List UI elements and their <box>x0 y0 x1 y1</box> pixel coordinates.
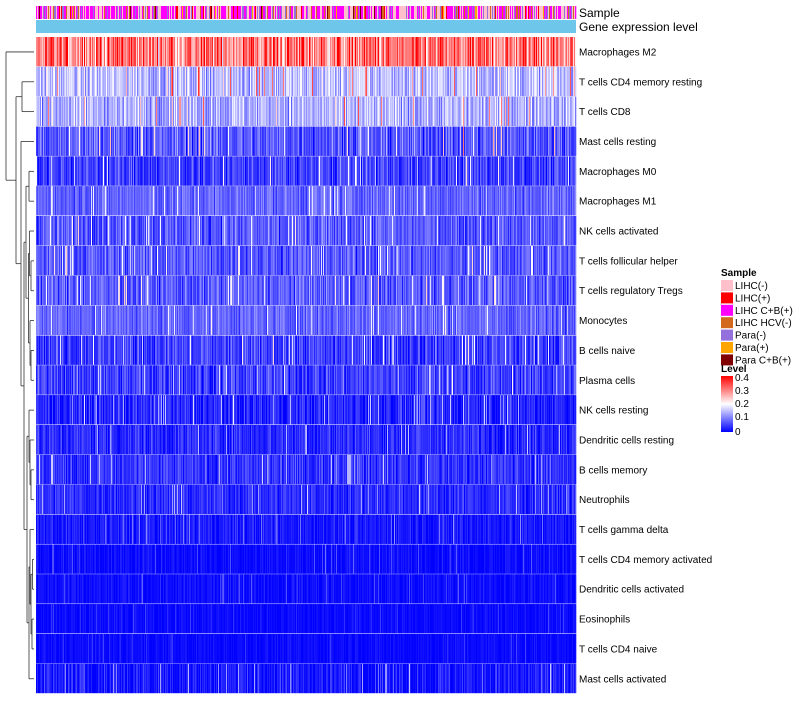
heatmap-cell <box>575 67 576 96</box>
heatmap-cell <box>575 246 576 275</box>
heatmap-cell <box>575 37 576 66</box>
heatmap-cell <box>575 216 576 245</box>
annotation-tracks <box>36 6 576 33</box>
gene-expression-annotation-bar <box>36 20 576 33</box>
heatmap-cells <box>36 37 576 693</box>
heatmap-cell <box>575 97 576 126</box>
heatmap-cell <box>575 127 576 156</box>
heatmap-cell <box>575 156 576 185</box>
heatmap-cell <box>575 186 576 215</box>
sample-annotation-cell <box>575 6 576 19</box>
row-dendrogram <box>6 52 34 679</box>
